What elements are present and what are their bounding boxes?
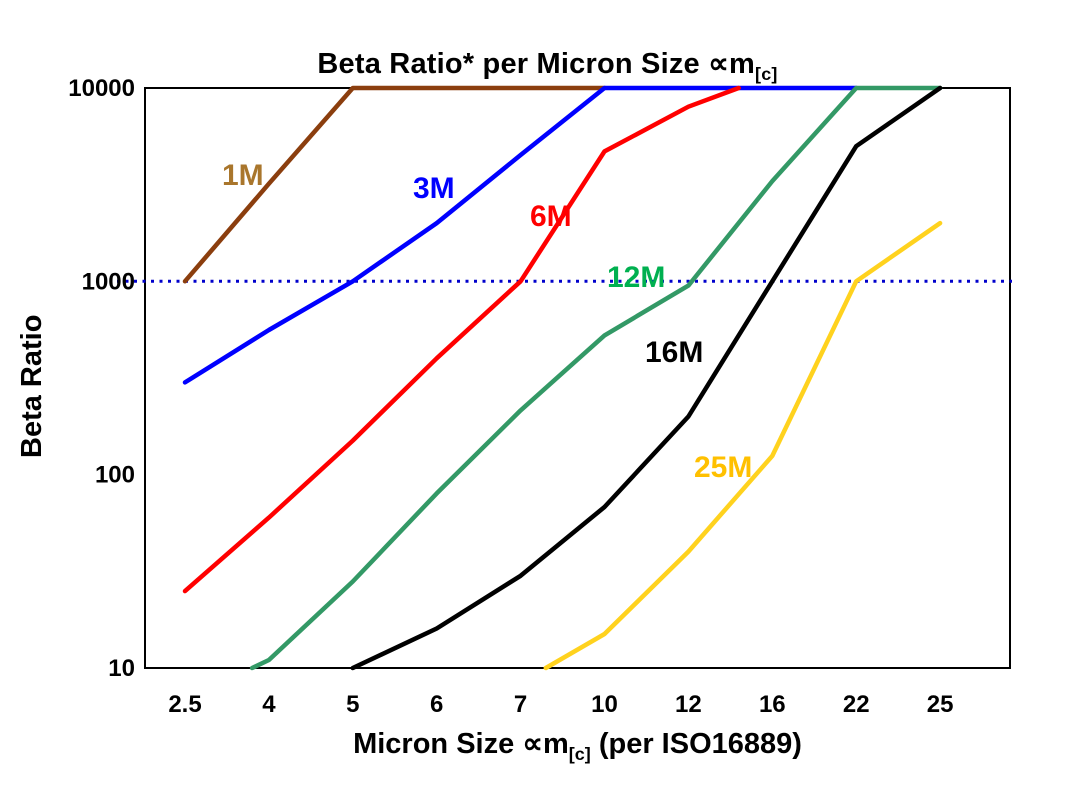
series-line-1M: [182, 85, 607, 284]
x-tick-label: 7: [514, 691, 527, 718]
x-tick-label: 22: [843, 691, 870, 718]
series-line-12M: [249, 85, 943, 671]
chart-title: Beta Ratio* per Micron Size ∝m[c]: [115, 46, 980, 85]
proportional-micron-symbol: ∝m: [522, 728, 569, 760]
x-tick-label: 25: [927, 691, 954, 718]
proportional-micron-symbol: ∝m: [708, 48, 756, 80]
series-label-16M: 16M: [645, 336, 703, 369]
y-tick-label: 10000: [68, 75, 135, 102]
x-axis-title-subscript: [c]: [568, 743, 591, 764]
chart-title-subscript: [c]: [755, 63, 778, 84]
x-tick-label: 10: [591, 691, 618, 718]
series-label-25M: 25M: [694, 451, 752, 484]
x-axis-title-text: Micron Size: [353, 728, 523, 760]
series-line-6M: [182, 85, 741, 594]
series-label-3M: 3M: [413, 172, 455, 205]
series-label-1M: 1M: [222, 159, 264, 192]
y-tick-label: 100: [95, 462, 135, 489]
chart-title-text: Beta Ratio* per Micron Size: [317, 48, 709, 80]
x-tick-label: 5: [346, 691, 359, 718]
x-tick-label: 6: [430, 691, 443, 718]
series-line-16M: [350, 85, 943, 671]
y-tick-label: 10: [108, 655, 135, 682]
x-axis-title: Micron Size ∝m[c] (per ISO16889): [145, 726, 1010, 765]
plot-frame: [144, 87, 1011, 669]
series-line-25M: [543, 220, 943, 671]
x-axis-title-suffix: (per ISO16889): [590, 728, 802, 760]
y-tick-label: 1000: [82, 268, 135, 295]
x-tick-label: 16: [759, 691, 786, 718]
series-label-12M: 12M: [607, 261, 665, 294]
x-tick-label: 2.5: [168, 691, 201, 718]
series-line-3M: [182, 85, 859, 385]
x-tick-label: 12: [675, 691, 702, 718]
x-tick-label: 4: [262, 691, 276, 718]
series-label-6M: 6M: [530, 200, 572, 233]
y-axis-title: Beta Ratio: [16, 314, 48, 458]
